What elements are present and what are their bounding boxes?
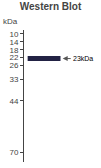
svg-text:44: 44: [9, 97, 18, 106]
svg-text:22: 22: [9, 53, 18, 62]
svg-text:33: 33: [9, 75, 18, 84]
svg-text:70: 70: [9, 148, 18, 157]
svg-text:14: 14: [9, 38, 18, 47]
svg-text:26: 26: [9, 61, 18, 70]
svg-text:kDa: kDa: [3, 17, 18, 26]
svg-text:10: 10: [9, 30, 18, 39]
svg-text:Western Blot: Western Blot: [20, 1, 82, 12]
svg-text:23kDa: 23kDa: [73, 55, 93, 62]
svg-text:18: 18: [9, 46, 18, 55]
